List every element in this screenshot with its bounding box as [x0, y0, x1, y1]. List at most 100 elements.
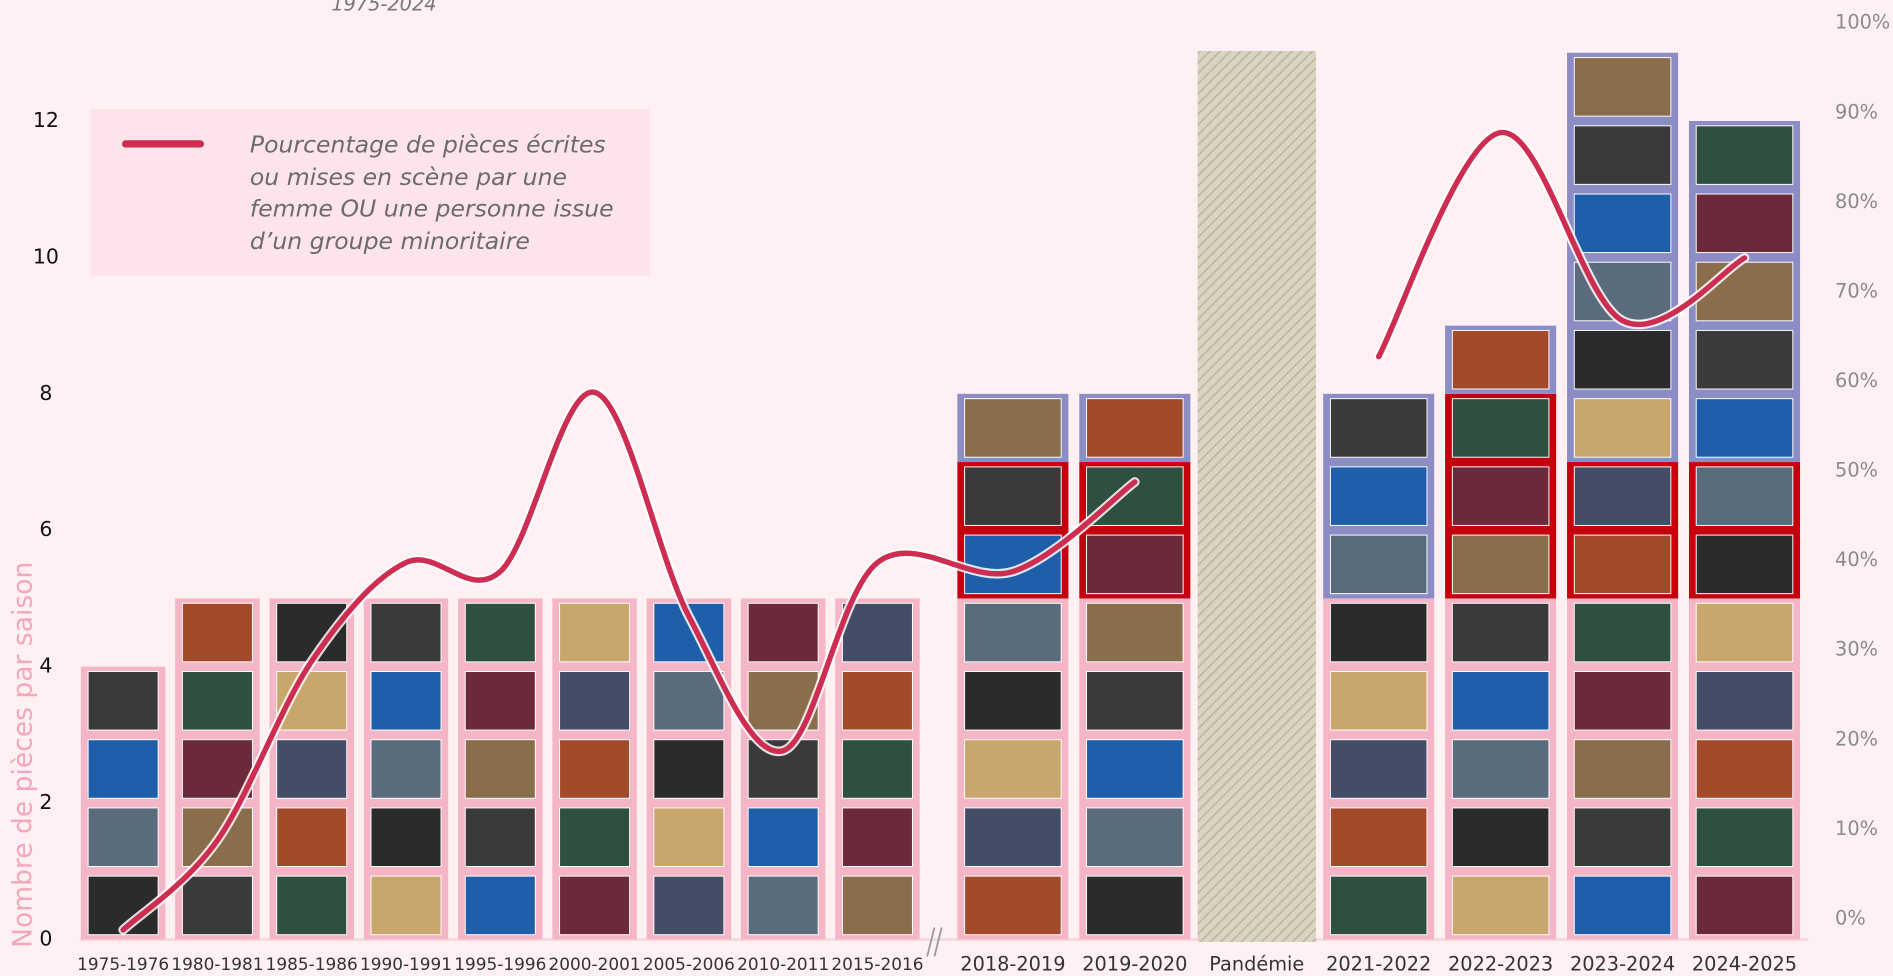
poster [841, 671, 913, 731]
poster [841, 875, 913, 936]
poster [1695, 671, 1794, 731]
poster [653, 875, 725, 936]
poster [1695, 466, 1794, 526]
poster [1573, 57, 1672, 117]
subtitle: 1975-2024 [331, 0, 436, 16]
poster [841, 739, 913, 799]
y2-tick-label: 50% [1835, 459, 1878, 482]
y-tick-label: 0 [39, 927, 52, 951]
poster [1451, 329, 1550, 390]
poster [1086, 807, 1184, 867]
poster [276, 807, 348, 867]
y2-tick-label: 80% [1835, 190, 1878, 213]
poster [559, 602, 631, 663]
poster [559, 807, 631, 867]
poster [1329, 807, 1428, 867]
poster [964, 466, 1062, 526]
poster [1573, 329, 1672, 390]
poster [1695, 534, 1794, 595]
x-tick-label: 2021-2022 [1326, 952, 1431, 975]
poster [276, 739, 348, 799]
poster [1329, 875, 1428, 936]
poster [1086, 534, 1184, 595]
y-axis-label: Nombre de pièces par saison [8, 562, 39, 948]
poster [1086, 602, 1184, 663]
x-tick-label: 2015-2016 [831, 954, 923, 974]
y2-tick-label: 40% [1835, 548, 1878, 571]
poster [1695, 261, 1794, 322]
poster [370, 602, 442, 663]
poster [1695, 193, 1794, 254]
poster [1573, 534, 1672, 595]
poster [1695, 807, 1794, 867]
poster [1451, 671, 1550, 731]
poster [87, 807, 159, 867]
poster [964, 534, 1062, 595]
poster [1695, 875, 1794, 936]
x-tick-label: 2000-2001 [549, 954, 641, 974]
poster [964, 398, 1062, 458]
poster [964, 671, 1062, 731]
poster [1695, 739, 1794, 799]
x-tick-label: 1980-1981 [171, 954, 263, 974]
y-tick-label: 12 [33, 108, 59, 132]
poster [1573, 807, 1672, 867]
y2-tick-label: 20% [1835, 727, 1878, 750]
poster [1451, 807, 1550, 867]
poster [1329, 739, 1428, 799]
x-tick-label: 2018-2019 [960, 952, 1065, 975]
poster [747, 807, 819, 867]
poster [276, 875, 348, 936]
poster [653, 739, 725, 799]
poster [747, 875, 819, 936]
poster [181, 602, 253, 663]
poster [1451, 875, 1550, 936]
poster [747, 602, 819, 663]
x-tick-label: 2005-2006 [643, 954, 735, 974]
y-tick-label: 4 [39, 654, 52, 678]
poster [1086, 875, 1184, 936]
poster [559, 671, 631, 731]
poster [464, 602, 536, 663]
pandemic-band [1197, 50, 1316, 942]
y-tick-label: 8 [39, 381, 52, 405]
line [120, 129, 1748, 933]
poster [1573, 398, 1672, 458]
poster [87, 739, 159, 799]
poster [1573, 466, 1672, 526]
poster [1573, 125, 1672, 185]
x-tick-label: 2022-2023 [1448, 952, 1553, 975]
poster [559, 739, 631, 799]
x-tick-label: 2024-2025 [1692, 952, 1797, 975]
poster [370, 671, 442, 731]
x-tick-label: 2019-2020 [1082, 952, 1187, 975]
poster [841, 807, 913, 867]
poster [1573, 602, 1672, 663]
poster [1086, 739, 1184, 799]
poster [370, 739, 442, 799]
poster [1573, 193, 1672, 254]
poster [1573, 875, 1672, 936]
poster [559, 875, 631, 936]
poster [1573, 739, 1672, 799]
poster [653, 807, 725, 867]
x-tick-label: 1985-1986 [266, 954, 358, 974]
poster [653, 671, 725, 731]
poster [1451, 398, 1550, 458]
poster [1451, 534, 1550, 595]
poster [181, 671, 253, 731]
poster [1451, 739, 1550, 799]
x-tick-label: 1995-1996 [454, 954, 546, 974]
poster [87, 671, 159, 731]
y2-tick-label: 90% [1835, 100, 1878, 123]
poster [464, 807, 536, 867]
y2-tick-label: 10% [1835, 817, 1878, 840]
bar-segment [1567, 52, 1679, 463]
y2-tick-label: 30% [1835, 638, 1878, 661]
y2-tick-label: 0% [1835, 906, 1866, 929]
poster [1451, 602, 1550, 663]
poster [370, 807, 442, 867]
poster [1695, 602, 1794, 663]
